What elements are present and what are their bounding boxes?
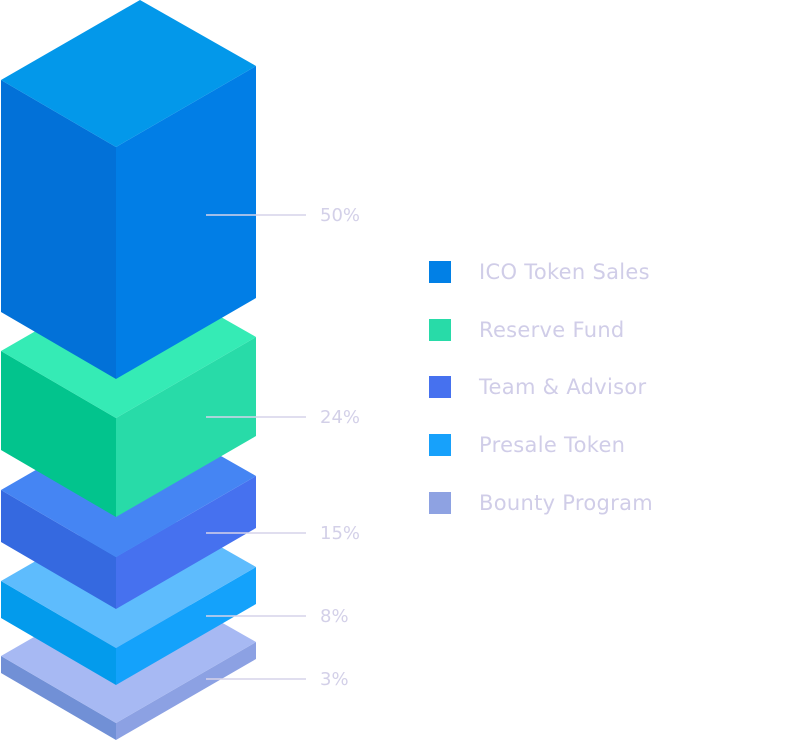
legend: ICO Token Sales Reserve Fund Team & Advi…: [429, 243, 653, 532]
value-label: 3%: [320, 669, 349, 690]
block-left-face: [1, 351, 116, 517]
legend-label: ICO Token Sales: [479, 259, 650, 284]
legend-label: Team & Advisor: [479, 375, 647, 400]
block-left-face: [1, 490, 116, 609]
legend-swatch: [429, 434, 451, 457]
value-label: 24%: [320, 407, 360, 428]
legend-swatch: [429, 376, 451, 399]
legend-label: Reserve Fund: [479, 317, 625, 342]
block-right-face: [116, 642, 256, 740]
block-ico-token-sales: [1, 0, 256, 379]
block-right-face: [116, 476, 256, 609]
value-label: 15%: [320, 523, 360, 544]
legend-item-reserve-fund: Reserve Fund: [429, 301, 653, 359]
legend-swatch: [429, 318, 451, 341]
legend-swatch: [429, 260, 451, 283]
block-top-face: [1, 0, 256, 147]
block-left-face: [1, 656, 116, 740]
legend-item-team-advisor: Team & Advisor: [429, 359, 653, 417]
block-right-face: [116, 337, 256, 517]
value-label: 8%: [320, 606, 349, 627]
legend-item-bounty-program: Bounty Program: [429, 474, 653, 532]
legend-item-ico-token-sales: ICO Token Sales: [429, 243, 653, 301]
block-left-face: [1, 581, 116, 685]
block-right-face: [116, 66, 256, 379]
legend-label: Presale Token: [479, 433, 626, 458]
block-right-face: [116, 567, 256, 685]
legend-swatch: [429, 492, 451, 515]
legend-item-presale-token: Presale Token: [429, 416, 653, 474]
legend-label: Bounty Program: [479, 491, 654, 516]
value-label: 50%: [320, 205, 360, 226]
block-left-face: [1, 80, 116, 379]
